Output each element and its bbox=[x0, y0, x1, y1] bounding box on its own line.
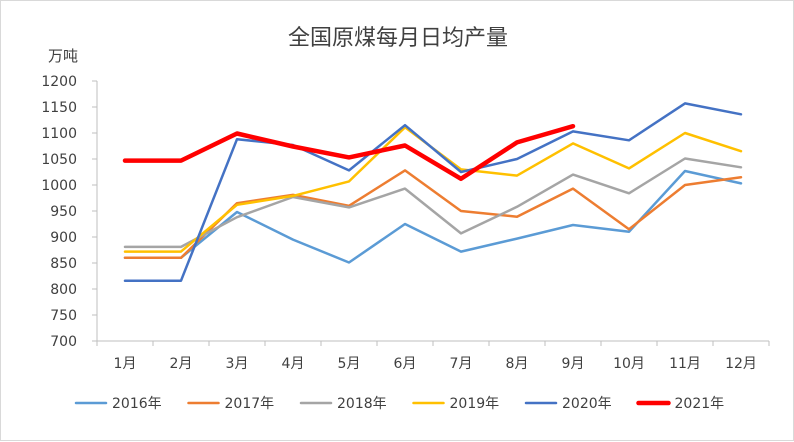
legend-label: 2020年 bbox=[562, 396, 612, 412]
series-line-2021年 bbox=[122, 123, 576, 182]
y-tick-label: 900 bbox=[50, 230, 77, 246]
legend-label: 2016年 bbox=[112, 396, 162, 412]
legend-label: 2019年 bbox=[450, 396, 500, 412]
legend: 2016年 2017年 2018年 2019年 2020年 2021年 bbox=[74, 396, 725, 412]
y-axis-unit-label: 万吨 bbox=[48, 47, 78, 65]
x-tick-label: 10月 bbox=[613, 356, 645, 372]
y-tick-label: 1050 bbox=[41, 152, 77, 168]
x-tick-label: 5月 bbox=[338, 356, 361, 372]
series-line-2017年 bbox=[123, 169, 743, 260]
x-tick-label: 7月 bbox=[450, 356, 473, 372]
x-tick-label: 8月 bbox=[506, 356, 529, 372]
y-axis: 700 750 800 850 900 950 1000 1050 1100 1150 1200 bbox=[41, 74, 98, 350]
x-tick-label: 11月 bbox=[669, 356, 701, 372]
x-axis: 1月 2月 3月 4月 5月 6月 7月 8月 9月 10月 11月 12月 bbox=[96, 340, 770, 372]
y-tick-label: 800 bbox=[50, 282, 77, 298]
y-tick-label: 1000 bbox=[41, 178, 77, 194]
y-tick-label: 1200 bbox=[41, 74, 77, 90]
x-tick-label: 12月 bbox=[725, 356, 757, 372]
y-tick-label: 750 bbox=[50, 308, 77, 324]
x-tick-label: 2月 bbox=[170, 356, 193, 372]
series-line-2020年 bbox=[123, 102, 743, 282]
x-tick-label: 4月 bbox=[282, 356, 305, 372]
x-tick-label: 9月 bbox=[562, 356, 585, 372]
y-tick-label: 1150 bbox=[41, 100, 77, 116]
x-tick-label: 1月 bbox=[114, 356, 137, 372]
y-tick-label: 850 bbox=[50, 256, 77, 272]
x-tick-label: 3月 bbox=[226, 356, 249, 372]
y-tick-label: 1100 bbox=[41, 126, 77, 142]
series-lines bbox=[122, 102, 743, 282]
legend-label: 2018年 bbox=[337, 396, 387, 412]
x-tick-label: 6月 bbox=[394, 356, 417, 372]
chart-title: 全国原煤每月日均产量 bbox=[288, 26, 508, 51]
series-line-2018年 bbox=[123, 157, 743, 249]
legend-label: 2021年 bbox=[675, 396, 725, 412]
legend-label: 2017年 bbox=[225, 396, 275, 412]
y-tick-label: 950 bbox=[50, 204, 77, 220]
y-tick-label: 700 bbox=[50, 334, 77, 350]
series-line-2016年 bbox=[123, 169, 743, 264]
